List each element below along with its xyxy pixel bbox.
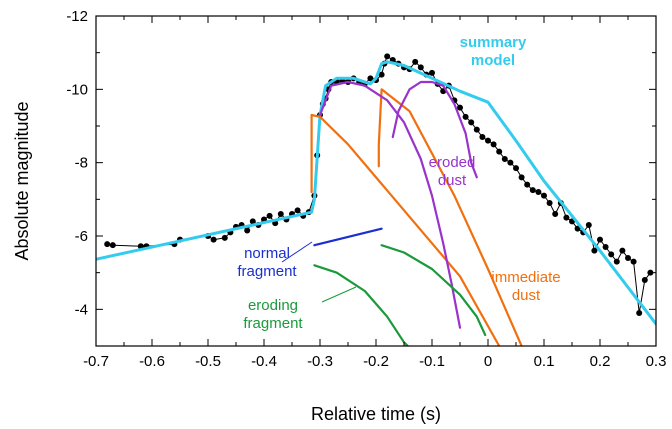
observed-point bbox=[479, 134, 486, 140]
observed-point bbox=[602, 244, 609, 250]
series-immediate-dust bbox=[310, 113, 501, 346]
observed-point bbox=[507, 159, 514, 166]
observed-point bbox=[378, 71, 385, 78]
observed-point bbox=[563, 214, 570, 221]
annotation-immediate: immediate dust bbox=[491, 269, 560, 304]
annotations: summary model eroded dust normal fragment imme… bbox=[237, 34, 560, 332]
eroding-fragment-leader bbox=[321, 286, 357, 303]
observed-point bbox=[546, 200, 553, 206]
observed-point bbox=[221, 234, 228, 241]
observed-point bbox=[109, 242, 116, 249]
observed-point bbox=[462, 113, 469, 120]
annotation-normal: normal fragment bbox=[237, 245, 297, 280]
x-tick-label: 0.2 bbox=[590, 353, 611, 370]
x-tick-label: -0.5 bbox=[195, 353, 221, 370]
observed-point bbox=[636, 310, 643, 316]
y-axis-title: Absolute magnitude bbox=[12, 101, 32, 260]
x-tick-label: -0.2 bbox=[363, 353, 389, 370]
annotation-eroded: eroded dust bbox=[429, 154, 476, 189]
observed-point bbox=[524, 181, 531, 188]
series-normal-fragment bbox=[313, 227, 383, 247]
observed-point bbox=[501, 156, 508, 162]
observed-point bbox=[417, 64, 424, 71]
observed-point bbox=[277, 211, 284, 217]
observed-point bbox=[104, 241, 111, 248]
x-tick-label: 0 bbox=[484, 353, 492, 370]
observed-point bbox=[384, 53, 391, 60]
observed-point bbox=[518, 174, 525, 181]
x-axis-title: Relative time (s) bbox=[311, 404, 441, 424]
series-eroded-dust-2 bbox=[391, 80, 478, 179]
observed-point bbox=[457, 104, 463, 111]
observed-point bbox=[496, 148, 503, 155]
observed-point bbox=[619, 247, 626, 254]
x-tick-label: -0.1 bbox=[419, 353, 445, 370]
observed-point bbox=[597, 236, 603, 243]
observed-point bbox=[552, 211, 559, 217]
series-summary-model bbox=[96, 60, 656, 326]
x-tick-label: -0.7 bbox=[83, 353, 109, 370]
plot-frame bbox=[95, 15, 657, 347]
normal-fragment-leader bbox=[281, 241, 313, 263]
observed-point bbox=[591, 247, 598, 254]
y-tick-label: -10 bbox=[66, 81, 88, 98]
observed-point bbox=[647, 269, 654, 276]
observed-point bbox=[244, 227, 251, 234]
series-eroding-fragment-2 bbox=[380, 244, 487, 337]
series-immediate-dust-2 bbox=[377, 88, 523, 346]
x-tick-label: -0.4 bbox=[251, 353, 277, 370]
x-tick-label: 0.1 bbox=[534, 353, 555, 370]
series-eroding-fragment bbox=[313, 264, 410, 346]
x-tick-label: 0.3 bbox=[646, 353, 667, 370]
observed-point bbox=[429, 69, 435, 76]
observed-point bbox=[529, 187, 536, 194]
observed-point bbox=[249, 218, 256, 225]
y-tick-label: -8 bbox=[75, 155, 88, 172]
observed-point bbox=[490, 141, 497, 148]
observed-point bbox=[641, 277, 648, 283]
annotation-eroding: eroding fragment bbox=[243, 297, 303, 332]
observed-point bbox=[535, 189, 542, 195]
y-tick-label: -12 bbox=[66, 8, 88, 25]
observed-point bbox=[294, 207, 301, 214]
x-axis: -0.7 -0.6 -0.5 -0.4 -0.3 -0.2 -0.1 0 0.1 0.2 0.3 bbox=[83, 16, 666, 370]
y-axis: -4 -6 -8 -10 -12 bbox=[66, 8, 656, 347]
observed-point bbox=[613, 258, 620, 265]
observed-point bbox=[266, 212, 273, 219]
y-tick-label: -6 bbox=[75, 228, 88, 245]
y-tick-label: -4 bbox=[75, 301, 88, 318]
observed-point bbox=[630, 258, 637, 265]
observed-point bbox=[625, 255, 631, 261]
observed-point bbox=[541, 192, 547, 199]
observed-point bbox=[412, 58, 419, 65]
observed-point bbox=[210, 236, 217, 243]
observed-point bbox=[473, 126, 480, 133]
observed-point bbox=[608, 251, 615, 258]
observed-point bbox=[367, 75, 374, 82]
plot-area bbox=[96, 53, 656, 346]
annotation-summary: summary model bbox=[460, 34, 527, 69]
x-tick-label: -0.3 bbox=[307, 353, 333, 370]
observed-point bbox=[468, 119, 475, 126]
series-eroded-dust bbox=[318, 80, 462, 329]
observed-point bbox=[585, 222, 592, 228]
observed-point bbox=[485, 137, 491, 144]
x-tick-label: -0.6 bbox=[139, 353, 165, 370]
observed-point bbox=[574, 225, 581, 232]
observed-point bbox=[513, 165, 519, 172]
